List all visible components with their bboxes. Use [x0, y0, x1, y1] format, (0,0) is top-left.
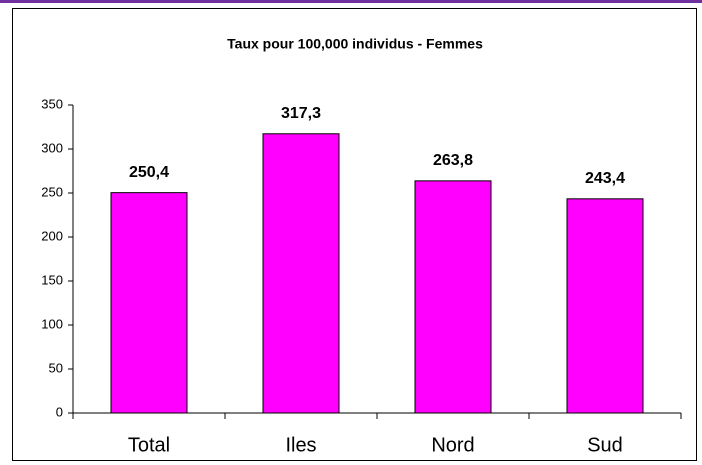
value-label: 243,4: [585, 170, 625, 187]
y-tick-label: 50: [49, 360, 63, 375]
bar: [414, 180, 492, 414]
value-label: 250,4: [129, 164, 169, 181]
bar: [566, 198, 644, 414]
bar: [110, 192, 188, 414]
y-tick-label: 150: [41, 272, 63, 287]
y-tick-label: 350: [41, 96, 63, 111]
value-label: 317,3: [281, 105, 321, 122]
top-border: [0, 0, 702, 3]
y-tick-label: 300: [41, 140, 63, 155]
chart-title: Taux pour 100,000 individus - Femmes: [227, 36, 483, 52]
y-tick-label: 200: [41, 228, 63, 243]
y-tick-label: 250: [41, 184, 63, 199]
x-tick-label: Iles: [285, 434, 316, 456]
x-tick-label: Nord: [431, 434, 474, 456]
bar: [262, 133, 340, 414]
y-tick-label: 100: [41, 316, 63, 331]
x-tick-label: Total: [128, 434, 170, 456]
y-tick-label: 0: [56, 404, 63, 419]
value-label: 263,8: [433, 152, 473, 169]
x-tick-label: Sud: [587, 434, 623, 456]
